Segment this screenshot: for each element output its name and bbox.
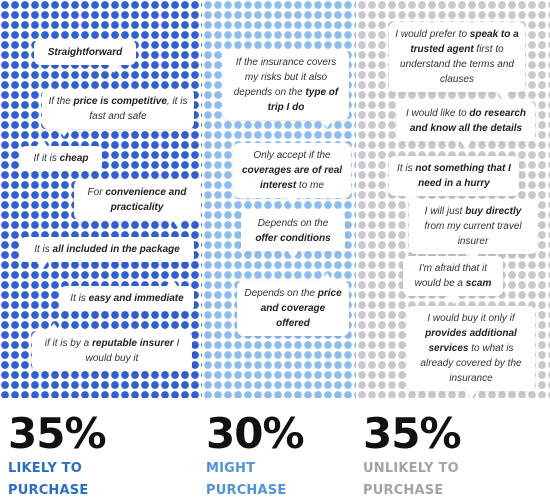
might-label-line1: MIGHT — [206, 461, 256, 476]
quote-bubble: It is not something that I need in a hur… — [389, 156, 519, 204]
quote-bubble: I will just buy directly from my current… — [409, 199, 537, 262]
likely-percent: 35% — [8, 409, 107, 458]
quote-bubble: if it is by a reputable insurer I would … — [32, 323, 192, 371]
likely-stat: 35% LIKELY TO PURCHASE — [8, 409, 107, 502]
unlikely-stat: 35% UNLIKELY TO PURCHASE — [363, 409, 462, 502]
quote-bubble: Straightforward — [34, 40, 136, 73]
unlikely-label-line2: PURCHASE — [363, 483, 444, 498]
might-stat: 30% MIGHT PURCHASE — [206, 409, 305, 502]
likely-label-line1: LIKELY TO — [8, 461, 82, 476]
might-purchase-panel: If the insurance covers my risks but it … — [203, 0, 356, 398]
quote-bubble: It is easy and immediate — [60, 278, 194, 311]
might-label-line2: PURCHASE — [206, 483, 287, 498]
quote-bubble: If the price is competitive, it is fast … — [42, 89, 194, 137]
quote-bubble: I'm afraid that it would be a scam — [403, 256, 503, 304]
quote-bubble: I would prefer to speak to a trusted age… — [389, 22, 525, 100]
likely-label-line2: PURCHASE — [8, 483, 89, 498]
quote-bubble: If it is cheap — [20, 138, 102, 171]
unlikely-percent: 35% — [363, 409, 462, 458]
unlikely-label-line1: UNLIKELY TO — [363, 461, 459, 476]
unlikely-to-purchase-panel: I would prefer to speak to a trusted age… — [357, 0, 550, 399]
quote-bubble: I would buy it only if provides addition… — [407, 306, 535, 399]
might-percent: 30% — [206, 409, 305, 458]
likely-to-purchase-panel: Straightforward If the price is competit… — [0, 0, 202, 398]
quote-bubble: I would like to do research and know all… — [397, 101, 535, 149]
quote-bubble: For convenience and practicality — [74, 180, 200, 228]
quote-bubble: Depends on the offer conditions — [241, 211, 345, 259]
quote-bubble: It is all included in the package — [20, 237, 194, 270]
quote-bubble: If the insurance covers my risks but it … — [223, 50, 349, 128]
quote-bubble: Only accept if the coverages are of real… — [233, 143, 351, 206]
quote-bubble: Depends on the price and coverage offere… — [237, 273, 349, 336]
